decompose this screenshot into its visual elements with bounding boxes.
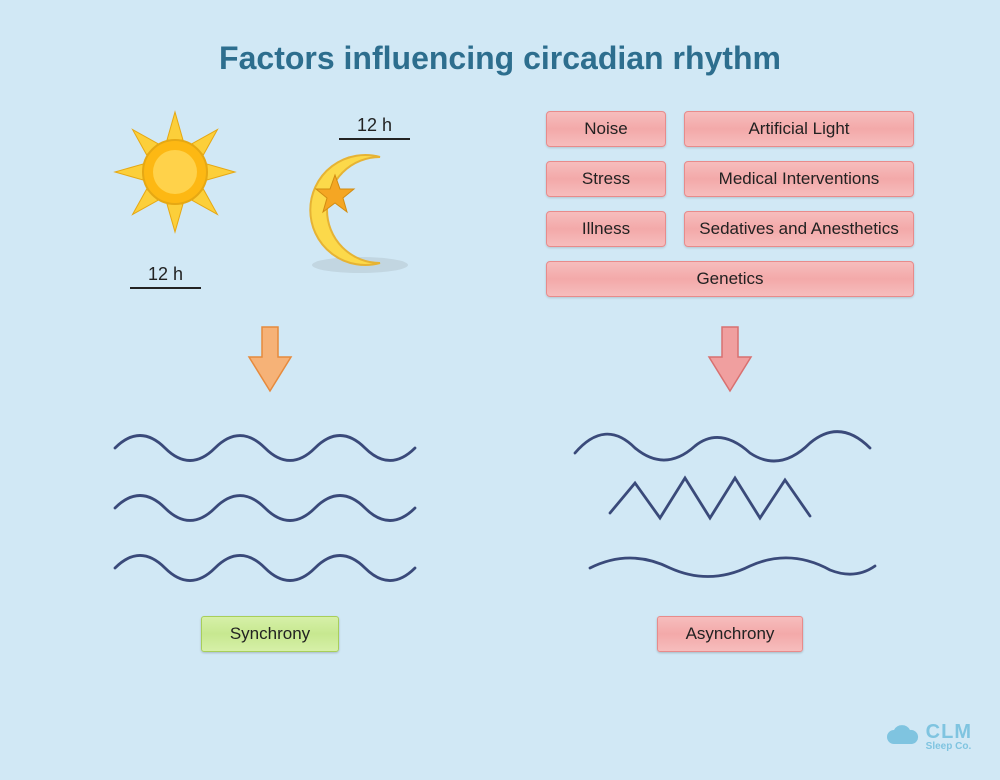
factor-genetics: Genetics bbox=[546, 261, 914, 297]
factor-stress: Stress bbox=[546, 161, 666, 197]
right-column: Noise Artificial Light Stress Medical In… bbox=[515, 107, 945, 652]
cloud-icon bbox=[884, 724, 920, 750]
right-arrow-icon bbox=[705, 325, 755, 400]
period-label-bottom: 12 h bbox=[130, 264, 201, 289]
sun-icon bbox=[110, 107, 240, 242]
factor-illness: Illness bbox=[546, 211, 666, 247]
moon-icon bbox=[280, 137, 430, 292]
asynchrony-label: Asynchrony bbox=[657, 616, 804, 652]
left-column: 12 h bbox=[55, 107, 485, 652]
sun-moon-block: 12 h bbox=[100, 107, 440, 297]
page-title: Factors influencing circadian rhythm bbox=[0, 0, 1000, 77]
factor-artificial-light: Artificial Light bbox=[684, 111, 914, 147]
logo-brand: CLM bbox=[926, 722, 972, 742]
logo-sub: Sleep Co. bbox=[926, 742, 972, 752]
factor-sedatives: Sedatives and Anesthetics bbox=[684, 211, 914, 247]
brand-logo: CLM Sleep Co. bbox=[884, 722, 972, 752]
synchrony-waves bbox=[110, 418, 430, 598]
diagram-columns: 12 h bbox=[0, 77, 1000, 652]
factor-noise: Noise bbox=[546, 111, 666, 147]
synchrony-label: Synchrony bbox=[201, 616, 339, 652]
factor-medical: Medical Interventions bbox=[684, 161, 914, 197]
asynchrony-waves bbox=[570, 418, 890, 598]
factor-grid: Noise Artificial Light Stress Medical In… bbox=[546, 107, 914, 297]
left-arrow-icon bbox=[245, 325, 295, 400]
